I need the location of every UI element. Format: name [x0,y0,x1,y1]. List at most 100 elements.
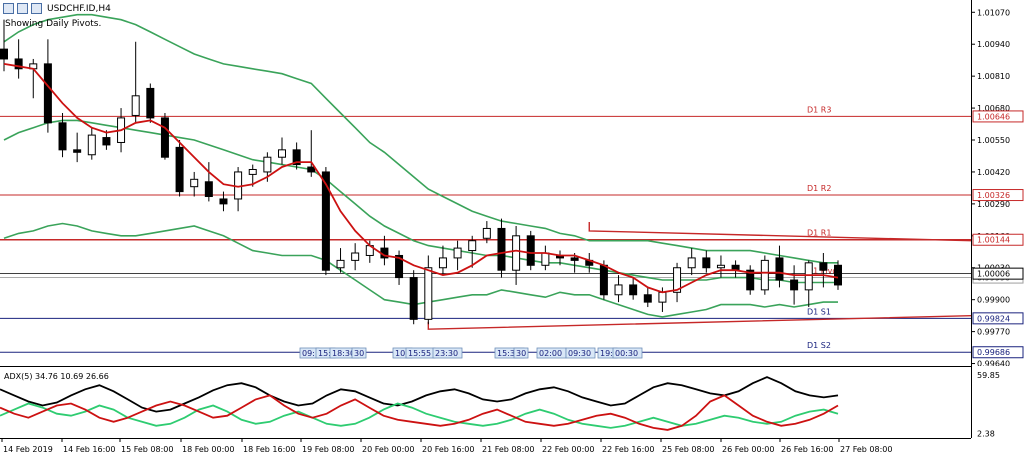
pivot-price-label: 0.99824 [977,314,1010,323]
session-tag-box [612,347,643,359]
session-tag-box [565,347,596,359]
chart-symbol-icon[interactable] [3,3,14,14]
adx-tick-label: 59.85 [977,371,1000,380]
window-restore-icon[interactable] [17,3,28,14]
session-tag: 00:30 [612,347,643,359]
candle-bear [43,63,52,124]
candle-bear [570,257,579,261]
candle-bear [14,58,23,70]
time-tick-label: 14 Feb 2019 [3,445,53,454]
candle-bull [131,95,140,116]
candle-bear [629,284,638,296]
candle-bull [716,264,725,269]
trendline-upper [588,222,972,242]
candle-bull [804,262,813,291]
session-tag-label: 15:33 [497,349,520,358]
time-tick-label: 26 Feb 16:00 [781,445,833,454]
candle-bear [834,264,842,286]
candle-bear [321,171,330,271]
session-tag-box [351,347,367,359]
bollinger-upper-line [3,13,838,264]
session-tag-box [513,347,529,359]
price-tick-label: 1.00810 [977,72,1010,81]
pivot-price-label: 1.00646 [977,112,1010,121]
time-tick-label: 25 Feb 08:00 [662,445,714,454]
price-tick-label: 0.99900 [977,296,1010,305]
candle-bear [219,198,228,205]
candle-bull [87,134,96,156]
session-tag-label: 15: [318,349,331,358]
candle-bear [204,181,213,198]
time-tick-label: 22 Feb 16:00 [602,445,654,454]
bollinger-middle-line [3,119,838,284]
bollinger-lower-line [3,222,838,318]
pivot-label-d1-s2: D1 S2 [807,341,831,350]
candle-bear [746,269,755,291]
candle-bear [775,257,784,281]
candle-bull [673,267,682,293]
candle-bear [819,262,828,271]
time-tick-label: 18 Feb 00:00 [182,445,234,454]
time-tick-label: 15 Feb 08:00 [121,445,173,454]
session-tag: 30 [513,347,529,359]
adx-series-di [0,402,839,429]
price-tick-label: 0.99770 [977,328,1010,337]
candle-bear [160,117,169,158]
time-tick-label: 21 Feb 08:00 [482,445,534,454]
session-tag-label: 10: [395,349,408,358]
candle-bull [760,259,769,291]
pivot-price-box [972,233,1024,246]
candle-bear [643,294,652,303]
candle-bull [263,156,272,173]
adx-chart[interactable]: 59.85 2.38 ADX(5) 34.76 10.69 26.66 14 Feb … [0,366,1024,460]
candle-bull [438,257,447,269]
pivot-label-d1-r3: D1 R3 [807,105,831,114]
session-tag: 30 [351,347,367,359]
candle-bull [512,235,521,271]
pivot-label-d1-r1: D1 R1 [807,229,831,238]
candle-bull [687,257,696,269]
candle-bear [73,149,82,153]
price-chart[interactable]: 1.01070 1.00940 1.00810 1.00680 1.00550 1.004… [0,0,1024,366]
pivot-price-box [972,346,1024,359]
adx-background [0,366,1024,460]
pivot-label-d1-r2: D1 R2 [807,184,831,193]
candle-bear [175,146,184,193]
candle-bull [190,178,199,188]
candle-bull [541,252,550,266]
candle-bull [336,259,345,269]
candle-bear [307,166,316,173]
time-tick-label: 26 Feb 00:00 [722,445,774,454]
pivot-price-box [972,312,1024,325]
pivot-price-label: 1.00144 [977,236,1010,245]
candle-bear [395,254,404,279]
candle-bear [790,279,799,291]
candle-bull [453,247,462,259]
session-tag-label: 18:30 [332,349,355,358]
price-tick-label: 1.00680 [977,104,1010,113]
symbol-label: USDCHF.ID,H4 [47,3,111,14]
pivot-price-box [972,189,1024,202]
time-tick-label: 19 Feb 08:00 [302,445,354,454]
session-tag-label: 00:30 [615,349,638,358]
candle-bull [424,267,433,320]
price-tick-label: 1.01070 [977,8,1010,17]
pivot-label-d1-s1: D1 S1 [807,307,831,316]
session-tag-box [432,347,463,359]
adx-title: ADX(5) 34.76 10.69 26.66 [4,372,109,381]
candle-bear [702,257,711,269]
price-tick-label: 1.00550 [977,136,1010,145]
price-tick-label: 1.00940 [977,40,1010,49]
candle-bull [351,252,360,261]
candle-bull [278,149,286,158]
session-tag-label: 09:30 [568,349,591,358]
indicator-note: Showing Daily Pivots. [5,19,102,29]
time-tick-label: 20 Feb 00:00 [362,445,414,454]
candle-bull [468,240,477,252]
time-tick-label: 27 Feb 08:00 [840,445,892,454]
window-close-icon[interactable] [31,3,42,14]
session-tag-label: 30 [354,349,364,358]
adx-series-di [0,394,839,431]
candle-bull [248,168,257,175]
session-tag-label: 30 [516,349,526,358]
